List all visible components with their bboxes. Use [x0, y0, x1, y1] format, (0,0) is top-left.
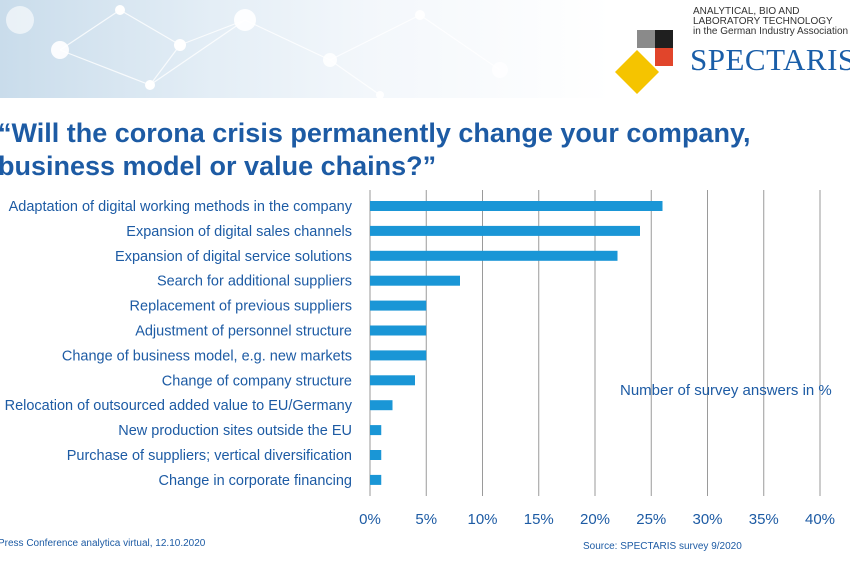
footer-left: Press Conference analytica virtual, 12.1…: [0, 538, 206, 549]
association-text: ANALYTICAL, BIO AND LABORATORY TECHNOLOGY…: [693, 7, 848, 37]
title-line-1: “Will the corona crisis permanently chan…: [0, 118, 751, 148]
footer-source: Source: SPECTARIS survey 9/2020: [583, 541, 742, 552]
x-tick-label: 5%: [415, 511, 437, 528]
bar: [370, 250, 618, 261]
category-label: Replacement of previous suppliers: [130, 299, 352, 315]
logo-area: [612, 0, 850, 98]
bar: [370, 275, 460, 286]
x-tick-label: 40%: [805, 511, 835, 528]
association-line-2: LABORATORY TECHNOLOGY: [693, 16, 833, 27]
header-banner: [0, 0, 612, 98]
chart-annotation: Number of survey answers in %: [620, 382, 832, 399]
x-tick-label: 25%: [636, 511, 666, 528]
logo-text: SPECTARIS: [690, 42, 850, 77]
x-tick-label: 0%: [359, 511, 381, 528]
category-label: Change in corporate financing: [159, 473, 352, 489]
category-label: Change of company structure: [162, 373, 352, 389]
category-label: Adjustment of personnel structure: [135, 324, 352, 340]
category-label: Expansion of digital sales channels: [126, 224, 352, 240]
bar: [370, 474, 382, 485]
spectaris-logo-icon: [615, 30, 673, 94]
page-title: “Will the corona crisis permanently chan…: [0, 117, 750, 183]
bar: [370, 225, 640, 236]
x-tick-label: 10%: [467, 511, 497, 528]
category-label: New production sites outside the EU: [118, 423, 352, 439]
bar: [370, 325, 427, 336]
bar: [370, 375, 415, 386]
bar: [370, 350, 427, 361]
bar: [370, 201, 663, 211]
network-graphic: [6, 5, 508, 98]
bar: [370, 400, 393, 411]
category-label: Purchase of suppliers; vertical diversif…: [67, 448, 352, 464]
category-label: Adaptation of digital working methods in…: [9, 199, 353, 215]
bar: [370, 425, 382, 436]
bar: [370, 300, 427, 311]
category-label: Search for additional suppliers: [157, 274, 352, 290]
x-tick-label: 15%: [524, 511, 554, 528]
category-label: Change of business model, e.g. new marke…: [62, 348, 352, 364]
x-tick-label: 20%: [580, 511, 610, 528]
category-label: Expansion of digital service solutions: [115, 249, 352, 265]
association-line-3: in the German Industry Association: [693, 26, 849, 37]
category-label: Relocation of outsourced added value to …: [5, 398, 353, 414]
x-tick-label: 35%: [749, 511, 779, 528]
association-line-1: ANALYTICAL, BIO AND: [693, 6, 800, 17]
title-line-2: business model or value chains?”: [0, 151, 437, 181]
bar: [370, 450, 382, 460]
x-tick-label: 30%: [692, 511, 722, 528]
